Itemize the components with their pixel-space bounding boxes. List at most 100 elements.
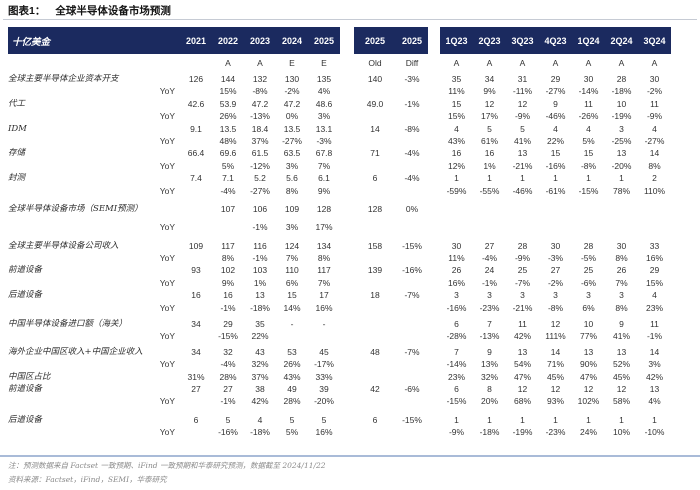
cell-2021 — [180, 302, 212, 314]
cell-3Q24: 11 — [650, 98, 659, 109]
cell-1Q23: -9% — [448, 427, 465, 438]
cell-2Q24: -18% — [611, 86, 632, 97]
cell-2025-diff — [396, 110, 428, 122]
cell-2025-old: 6 — [372, 173, 378, 184]
cell-2025-old: 48 — [370, 346, 380, 357]
col-gap — [428, 221, 440, 233]
cell-2025-diff: -15% — [402, 414, 422, 425]
col-gap — [340, 302, 354, 314]
cell-2025-old — [354, 85, 396, 97]
cell-2025: 39 — [319, 383, 329, 394]
col-gap — [428, 371, 440, 383]
cell-2025-diff — [396, 318, 428, 330]
table-row: 代工 42.6 53.9 47.2 47.2 48.6 49.0 -1% 15 12 12 9 11 10… — [8, 98, 692, 110]
cell-3Q23: 12 — [517, 383, 528, 394]
table-row: 前道设备 93 102 103 110 117 139 -16% 26 24 25 27 25 26 29 — [8, 264, 692, 276]
cell-2024: 3% — [285, 160, 299, 171]
cell-2Q23: 17% — [480, 111, 498, 122]
col-gap — [428, 277, 440, 289]
cell-2021: 9.1 — [190, 123, 202, 134]
cell-4Q23: 12 — [550, 319, 561, 330]
cell-1Q23: -59% — [446, 185, 467, 196]
cell-4Q23: 4 — [553, 123, 558, 134]
cell-3Q24: 42% — [645, 371, 663, 382]
cell-3Q23: -7% — [514, 277, 531, 288]
cell-1Q23: 3 — [454, 290, 459, 301]
cell-4Q23: 15 — [550, 148, 561, 159]
cell-1Q24: 28 — [583, 240, 594, 251]
cell-2025-diff — [396, 160, 428, 172]
cell-3Q24 — [638, 203, 671, 215]
cell-2025-old — [354, 395, 396, 407]
yoy-label: YoY — [159, 331, 175, 342]
cell-2024: 0% — [285, 111, 299, 122]
cell-4Q23: 71% — [546, 359, 564, 370]
row-label: 全球主要半导体设备公司收入 — [8, 240, 119, 251]
cell-2024: 110 — [285, 265, 299, 276]
cell-2022: 117 — [221, 240, 235, 251]
cell-2Q23: -23% — [479, 302, 500, 313]
cell-2025-diff — [396, 330, 428, 342]
cell-3Q23: 47% — [513, 371, 531, 382]
col-gap — [340, 73, 354, 85]
cell-2024: 43% — [283, 371, 301, 382]
cell-1Q24: 77% — [579, 331, 597, 342]
cell-2024: - — [290, 319, 294, 330]
cell-2023: 116 — [253, 240, 267, 251]
cell-2021 — [180, 203, 212, 215]
cell-1Q24: 6% — [582, 302, 595, 313]
table-row: IDM 9.1 13.5 18.4 13.5 13.1 14 -8% 4 5 5 4 4 3 4 — [8, 123, 692, 135]
table-row: 中国区占比 31% 28% 37% 43% 33% 23% 32% 47% 45% 47% 45% 42… — [8, 371, 692, 383]
col-gap — [340, 346, 354, 358]
cell-2025-diff: -16% — [402, 265, 422, 276]
cell-2025-diff — [396, 358, 428, 370]
cell-3Q23: 13 — [517, 148, 528, 159]
yoy-row: YoY 9% 1% 6% 7% 16% -1% -7% -2% -6% 7% 15% — [8, 277, 692, 289]
cell-3Q23: 54% — [513, 359, 531, 370]
table-row: 后道设备 16 16 13 15 17 18 -7% 3 3 3 3 3 3 4 — [8, 289, 692, 301]
cell-2023: 5.2 — [254, 173, 266, 184]
cell-2022: 26% — [219, 111, 237, 122]
yoy-row: YoY 8% -1% 7% 8% 11% -4% -9% -3% -5% 8% 16% — [8, 252, 692, 264]
cell-2025-diff: -15% — [402, 240, 422, 251]
cell-2Q23: 8 — [487, 383, 492, 394]
subheader-1q24: A — [585, 58, 592, 68]
header-gap — [428, 27, 440, 54]
cell-2021 — [180, 160, 212, 172]
col-gap — [428, 172, 440, 184]
cell-1Q24: 24% — [579, 427, 597, 438]
col-gap — [340, 371, 354, 383]
cell-2021 — [180, 135, 212, 147]
table-row: 全球主要半导体企业资本开支 126 144 132 130 135 140 -3% 35 34 31… — [8, 73, 692, 85]
col-header-1q24: 1Q24 — [577, 35, 600, 46]
col-gap — [340, 395, 354, 407]
cell-2025: 33% — [315, 371, 333, 382]
forecast-table: 十亿美金 2021 2022 2023 2024 2025 2025 2025 … — [8, 27, 692, 439]
cell-4Q23: -16% — [545, 160, 566, 171]
cell-2021: 93 — [191, 265, 201, 276]
cell-1Q23: 43% — [447, 135, 465, 146]
cell-3Q23: 68% — [513, 396, 531, 407]
cell-2Q23: 1 — [487, 414, 492, 425]
cell-2024: -27% — [282, 135, 302, 146]
cell-1Q24: 47% — [579, 371, 597, 382]
col-gap — [428, 147, 440, 159]
cell-2021 — [180, 252, 212, 264]
yoy-label: YoY — [159, 302, 175, 313]
cell-2021: 109 — [188, 240, 204, 251]
cell-2023: 42% — [251, 396, 269, 407]
cell-2025-diff — [396, 252, 428, 264]
col-gap — [428, 358, 440, 370]
cell-1Q23: 4 — [454, 123, 459, 134]
col-gap — [428, 330, 440, 342]
cell-3Q23: -46% — [512, 185, 533, 196]
cell-2024: 130 — [284, 74, 300, 84]
cell-3Q24: 1 — [652, 414, 657, 425]
cell-2Q24 — [605, 203, 638, 215]
cell-4Q23: -2% — [547, 277, 564, 288]
yoy-row: YoY -1% -18% 14% 16% -16% -23% -21% -8% 6% 8% 23% — [8, 302, 692, 314]
cell-2021 — [180, 277, 212, 289]
col-gap — [428, 240, 440, 252]
cell-2025: 135 — [316, 74, 332, 84]
table-header: 十亿美金 2021 2022 2023 2024 2025 2025 2025 … — [8, 27, 692, 54]
